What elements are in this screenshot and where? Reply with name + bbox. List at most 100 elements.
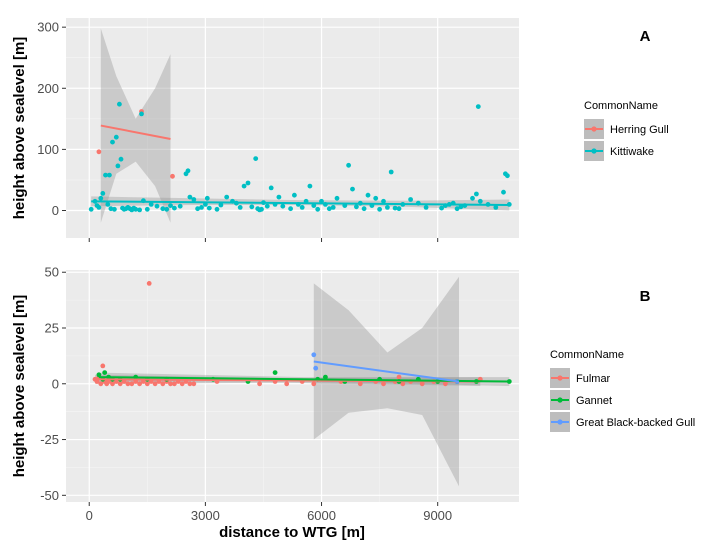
panel-b-legend-item-great-black-backed-gull: Great Black-backed Gull [550, 412, 695, 432]
panel-a-point-kittiwake [172, 205, 177, 211]
panel-a-point-kittiwake [280, 203, 286, 209]
panel-b-legend: CommonName Fulmar Gannet Great Black-backe… [550, 349, 695, 432]
panel-b-point-fulmar [129, 381, 135, 387]
panel-b-y-tick-label: 25 [45, 321, 59, 336]
panel-b-legend-key-point [557, 397, 563, 403]
panel-b-point-gannet [96, 372, 102, 378]
panel-b-legend-label: Great Black-backed Gull [576, 417, 695, 429]
panel-a-y-tick-label: 0 [52, 203, 59, 218]
panel-b-legend-key-point [557, 375, 563, 381]
panel-a-point-kittiwake [388, 169, 394, 175]
panel-a-point-kittiwake [505, 173, 510, 179]
panel-b-point-fulmar [400, 381, 406, 387]
panel-a-point-kittiwake [199, 205, 204, 210]
panel-a-point-kittiwake [107, 172, 112, 178]
panel-b-point-fulmar [98, 381, 104, 387]
panel-b-point-fulmar [168, 381, 173, 387]
panel-a: 0 100 200 300 height above sealevel [m] A C… [11, 18, 669, 242]
panel-a-point-kittiwake [458, 204, 464, 210]
panel-a-point-kittiwake [408, 197, 413, 202]
panel-a-point-kittiwake [365, 192, 371, 198]
panel-a-point-kittiwake [204, 195, 210, 201]
panel-b-point-great-black-backed-gull [313, 365, 319, 371]
panel-b-legend-title: CommonName [550, 349, 624, 361]
panel-b-letter: B [640, 288, 651, 305]
panel-a-point-kittiwake [439, 205, 444, 211]
panel-a-point-kittiwake [115, 163, 121, 169]
panel-a-point-kittiwake [276, 194, 282, 200]
panel-a-point-kittiwake [245, 180, 251, 186]
panel-b-legend-label: Fulmar [576, 373, 611, 385]
panel-a-point-kittiwake [268, 185, 274, 191]
panel-a-point-kittiwake [477, 198, 483, 204]
panel-a-point-kittiwake [299, 205, 305, 210]
panel-b-point-fulmar [257, 381, 262, 387]
panel-a-legend-item-herring-gull: Herring Gull [584, 119, 669, 139]
panel-b-point-fulmar [419, 381, 425, 387]
panel-a-point-kittiwake [88, 206, 94, 212]
panel-a-point-kittiwake [154, 203, 160, 209]
panel-a-point-kittiwake [105, 202, 111, 207]
panel-a-fit-lines [91, 124, 510, 206]
panel-a-point-kittiwake [168, 203, 173, 209]
panel-a-legend-key-point [591, 148, 597, 154]
panel-b-y-axis-title: height above sealevel [m] [11, 295, 28, 478]
panel-a-ticks: 0 100 200 300 [37, 20, 439, 242]
panel-a-point-kittiwake [264, 203, 270, 209]
panel-a-point-kittiwake [249, 204, 255, 210]
panel-a-point-kittiwake [307, 183, 313, 189]
panel-b-y-tick-label: 0 [52, 376, 59, 391]
panel-b-y-tick-label: -25 [40, 432, 59, 447]
panel-b-point-fulmar [357, 381, 363, 387]
panel-a-point-kittiwake [103, 172, 108, 178]
panel-a-point-herring-gull [170, 173, 175, 179]
panel-b-legend-label: Gannet [576, 395, 612, 407]
panel-b-point-fulmar [172, 381, 177, 387]
panel-a-point-kittiwake [350, 186, 355, 192]
panel-a-point-kittiwake [373, 195, 379, 201]
panel-b-point-gannet [323, 374, 328, 380]
panel-b-x-tick-label: 0 [86, 508, 93, 523]
panel-b-legend-item-gannet: Gannet [550, 390, 612, 410]
panel-a-legend-item-kittiwake: Kittiwake [584, 141, 654, 161]
panel-a-point-kittiwake [423, 205, 429, 210]
panel-b-point-fulmar [311, 381, 317, 387]
panel-b-point-fulmar [381, 381, 386, 387]
panel-a-y-tick-label: 300 [37, 20, 59, 35]
panel-a-point-kittiwake [133, 206, 139, 212]
panel-b-legend-item-fulmar: Fulmar [550, 368, 611, 388]
panel-a-point-kittiwake [361, 206, 367, 212]
panel-a-point-kittiwake [118, 156, 124, 162]
panel-a-point-kittiwake [214, 206, 220, 212]
panel-a-point-kittiwake [144, 206, 150, 212]
panel-a-point-kittiwake [100, 191, 106, 196]
panel-a-point-kittiwake [253, 156, 259, 162]
panel-a-point-kittiwake [377, 206, 382, 212]
panel-a-point-kittiwake [315, 206, 321, 212]
panel-a-point-kittiwake [493, 205, 499, 210]
panel-a-band-herring-gull [100, 28, 171, 223]
panel-b-point-fulmar [152, 381, 158, 387]
panel-a-point-kittiwake [326, 206, 332, 212]
panel-a-fit-line-herring-gull [100, 124, 171, 140]
panel-a-y-tick-label: 100 [37, 142, 59, 157]
panel-a-point-kittiwake [392, 205, 398, 211]
panel-a-point-kittiwake [475, 104, 481, 109]
panel-a-point-kittiwake [117, 101, 122, 107]
panel-a-point-kittiwake [148, 202, 154, 207]
panel-b-point-gannet [272, 370, 278, 375]
panel-a-legend-key-point [591, 126, 597, 132]
panel-b-fit-line-great-black-backed-gull [313, 360, 460, 383]
panel-a-legend: CommonName Herring Gull Kittiwake [584, 100, 669, 161]
panel-a-point-kittiwake [195, 206, 201, 212]
panel-b-point-gannet [102, 370, 108, 375]
panel-b-point-fulmar [117, 381, 123, 387]
panel-b-x-tick-label: 9000 [423, 508, 452, 523]
panel-b-point-fulmar [125, 381, 131, 387]
panel-b-point-fulmar [179, 381, 185, 387]
panel-a-point-kittiwake [185, 168, 191, 174]
panel-a-point-kittiwake [139, 111, 144, 117]
panel-b-x-tick-label: 6000 [307, 508, 336, 523]
panel-a-point-kittiwake [110, 139, 115, 145]
